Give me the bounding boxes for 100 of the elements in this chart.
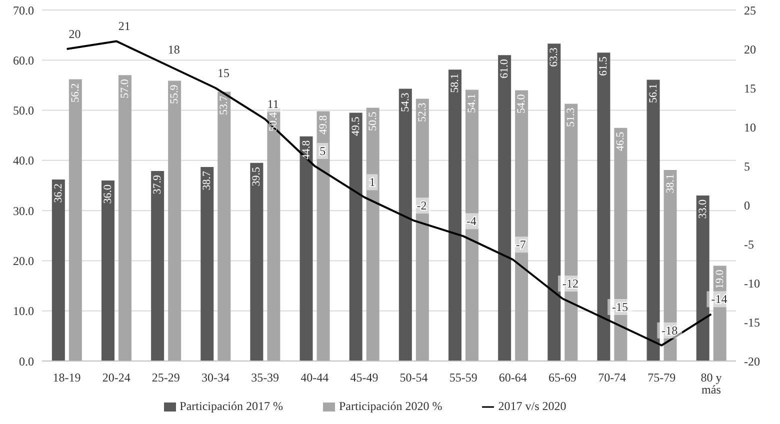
data-label: 1 [369, 175, 376, 190]
x-tick-label: 35-39 [251, 370, 280, 385]
data-label: 11 [267, 97, 279, 112]
bar [101, 180, 114, 361]
data-label: 19.0 [714, 269, 726, 289]
data-label: 18 [168, 42, 180, 57]
x-tick-label: 25-29 [152, 370, 180, 385]
data-label: 49.5 [350, 116, 362, 136]
x-tick-label: 50-54 [400, 370, 428, 385]
bar [52, 179, 65, 361]
bar [548, 44, 561, 361]
data-label: 36.2 [52, 183, 64, 203]
x-tick-label: 60-64 [498, 370, 527, 385]
y-tick-label: 70.0 [13, 3, 34, 18]
bar [68, 79, 82, 361]
bar [218, 92, 231, 361]
data-label: -15 [612, 300, 628, 314]
data-label: 50.5 [366, 111, 379, 132]
y2-tick-label: -5 [744, 237, 754, 252]
legend-label: Participación 2017 % [180, 399, 283, 413]
data-label: 57.0 [118, 78, 131, 98]
legend-label: 2017 v/s 2020 [498, 399, 566, 413]
bar [515, 90, 528, 361]
data-label: 44.8 [300, 140, 312, 160]
data-label: 36.0 [102, 184, 114, 204]
bar [349, 112, 362, 361]
data-label: 5 [320, 144, 326, 158]
x-tick-label: 80 y más [700, 370, 722, 397]
data-label: 53.7 [218, 95, 230, 115]
data-label: -4 [466, 214, 476, 228]
x-tick-label: 45-49 [350, 370, 378, 385]
bar [168, 80, 182, 361]
line-series [66, 40, 712, 346]
data-label: 46.5 [614, 131, 627, 152]
data-label: 54.3 [399, 92, 412, 112]
data-label: -12 [562, 276, 578, 291]
data-label: 49.8 [317, 114, 330, 135]
bar [200, 166, 214, 361]
y2-tick-label: 20 [744, 42, 756, 56]
bar [366, 108, 380, 361]
data-label: 21 [118, 19, 130, 34]
y2-tick-label: 5 [744, 159, 750, 174]
data-label: 15 [218, 66, 230, 80]
data-label: 54.1 [466, 94, 478, 113]
legend-label: Participación 2020 % [338, 399, 442, 413]
bar [465, 90, 478, 361]
data-label: 37.9 [152, 174, 164, 194]
y-tick-label: 30.0 [13, 204, 34, 218]
bar [118, 75, 132, 361]
bar [316, 111, 330, 361]
bar [696, 196, 710, 361]
y2-tick-label: 15 [744, 81, 756, 96]
x-tick-label: 30-34 [202, 370, 230, 385]
data-label: 51.3 [565, 107, 578, 128]
data-label: 61.5 [598, 56, 610, 76]
bar [151, 170, 164, 361]
bar [498, 55, 512, 361]
bar [597, 52, 610, 361]
y-tick-label: 10.0 [13, 304, 34, 318]
data-label: 38.1 [664, 174, 676, 194]
data-label: 58.1 [448, 74, 461, 93]
data-label: -14 [711, 292, 728, 306]
data-label: 54.0 [516, 94, 528, 114]
bar [250, 162, 264, 361]
bar [398, 88, 412, 361]
data-label: 56.2 [69, 83, 82, 102]
y2-tick-label: -10 [744, 276, 760, 290]
data-label: 38.7 [201, 170, 214, 190]
data-label: -18 [662, 323, 678, 338]
data-label: 63.3 [548, 47, 560, 67]
x-tick-label: 65-69 [548, 370, 576, 385]
x-tick-label: 20-24 [102, 370, 130, 385]
data-label: 52.3 [416, 102, 428, 122]
data-label: 56.1 [647, 84, 660, 103]
y-tick-label: 60.0 [13, 53, 34, 68]
data-label: 39.5 [250, 166, 263, 186]
data-label: -2 [416, 198, 427, 213]
x-tick-label: 55-59 [449, 370, 478, 385]
data-label: 61.0 [498, 58, 511, 78]
y-tick-label: 0.0 [19, 354, 34, 368]
bar [646, 80, 660, 361]
data-label: 33.0 [696, 199, 709, 219]
y-tick-label: 20.0 [13, 254, 34, 268]
data-label: -7 [516, 238, 526, 252]
data-label: 55.9 [168, 84, 181, 104]
y2-tick-label: 10 [744, 120, 756, 134]
x-tick-label: 18-19 [52, 370, 81, 385]
y2-tick-label: 25 [744, 3, 756, 18]
bar [300, 136, 313, 361]
data-label: 50.4 [268, 112, 280, 132]
x-tick-label: 40-44 [300, 370, 329, 385]
x-tick-label: 70-74 [598, 370, 626, 385]
y2-tick-label: 0 [744, 198, 750, 212]
y2-tick-label: -20 [744, 354, 760, 368]
x-tick-label: 75-79 [648, 370, 676, 385]
data-label: 20 [68, 27, 81, 41]
y-tick-label: 40.0 [13, 154, 34, 168]
bar [448, 70, 462, 361]
y2-tick-label: -15 [744, 315, 760, 330]
y-tick-label: 50.0 [13, 104, 34, 118]
